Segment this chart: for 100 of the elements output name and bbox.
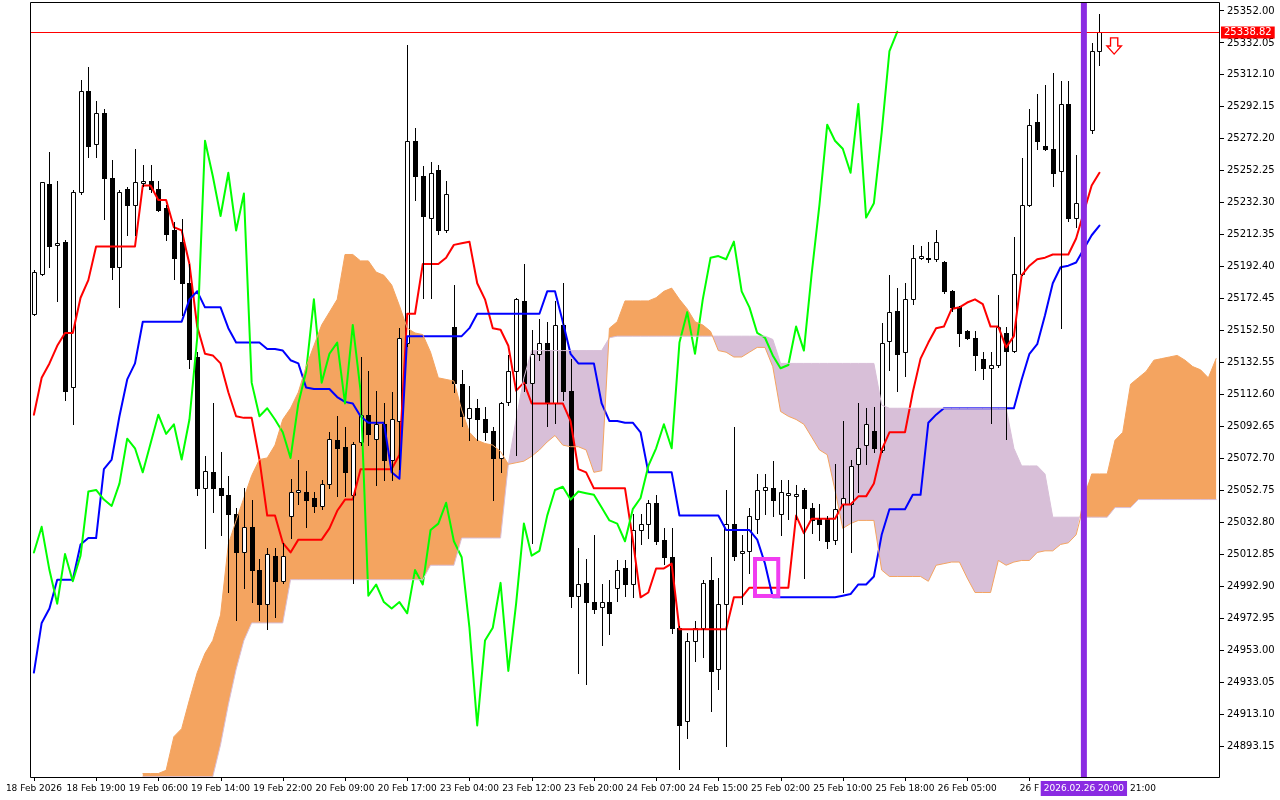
y-tick-label: 25152.50 — [1227, 324, 1275, 336]
candlestick — [841, 421, 846, 593]
y-tick-label: 24933.05 — [1227, 675, 1275, 687]
candlestick — [86, 67, 91, 158]
candlestick — [47, 152, 52, 268]
x-tick-label: 23 Feb 04:00 — [439, 783, 500, 794]
candlestick — [312, 492, 317, 513]
candlestick — [413, 128, 418, 201]
candlestick — [771, 461, 776, 517]
candlestick — [187, 264, 192, 369]
candlestick — [499, 403, 504, 473]
candlestick — [351, 444, 356, 584]
candlestick — [926, 242, 931, 263]
candlestick — [615, 560, 620, 602]
x-tick-label: 19 Feb 22:00 — [253, 783, 313, 794]
y-tick-label: 25292.15 — [1227, 100, 1275, 112]
candlestick — [172, 222, 177, 280]
x-tick-label: 26 F — [1019, 783, 1040, 794]
y-tick-label: 25132.55 — [1227, 356, 1275, 368]
candlestick — [779, 480, 784, 536]
x-tick-label: 25 Feb 02:00 — [751, 783, 811, 794]
ref-line-label: 25338.82 — [1224, 26, 1272, 38]
candlestick — [390, 392, 395, 481]
candlestick — [685, 633, 690, 739]
candlestick — [709, 557, 714, 712]
x-tick-label: 23 Feb 20:00 — [564, 783, 624, 794]
candlestick — [94, 101, 99, 158]
candlestick — [895, 288, 900, 392]
x-tick-label: 26 Feb 05:00 — [937, 783, 998, 794]
y-tick-label: 24913.10 — [1227, 707, 1275, 719]
candlestick — [786, 480, 791, 520]
y-tick-label: 25252.25 — [1227, 164, 1275, 176]
candlestick — [522, 264, 527, 392]
candlestick — [600, 584, 605, 646]
x-tick-label: 19 Feb 06:00 — [128, 783, 189, 794]
candlestick — [856, 403, 861, 493]
candlestick — [436, 165, 441, 235]
candlestick — [693, 621, 698, 662]
candlestick — [195, 352, 200, 496]
candlestick — [973, 331, 978, 371]
x-tick-label: 18 Feb 19:00 — [66, 783, 126, 794]
candlestick — [366, 371, 371, 446]
candlestick — [537, 319, 542, 361]
candlestick — [1020, 158, 1025, 275]
candlestick — [872, 407, 877, 453]
candlestick — [180, 219, 185, 316]
candlestick — [117, 192, 122, 308]
candlestick — [802, 490, 807, 579]
candlestick — [55, 181, 60, 302]
candlestick — [133, 149, 138, 236]
candlestick — [250, 500, 255, 603]
candlestick — [506, 355, 511, 406]
candlestick — [203, 456, 208, 549]
candlestick — [825, 516, 830, 549]
y-tick-label: 25092.65 — [1227, 420, 1275, 432]
candlestick — [257, 559, 262, 621]
candlestick — [849, 460, 854, 553]
y-tick-label: 25272.20 — [1227, 132, 1275, 144]
y-tick-label: 25072.70 — [1227, 452, 1275, 463]
candlestick — [911, 245, 916, 305]
x-tick-label: 20 Feb 09:00 — [315, 783, 375, 794]
candlestick — [747, 508, 752, 574]
candlestick — [63, 242, 68, 401]
candlestick — [343, 427, 348, 497]
candlestick — [514, 299, 519, 456]
candlestick — [981, 352, 986, 380]
candlestick — [102, 109, 107, 220]
candlestick — [265, 548, 270, 630]
candlestick — [327, 432, 332, 489]
candlestick — [607, 580, 612, 635]
candlestick — [320, 480, 325, 510]
candlestick — [1074, 155, 1079, 228]
candlestick — [755, 474, 760, 534]
candlestick — [1090, 43, 1095, 134]
candlestick — [1059, 81, 1064, 329]
y-tick-label: 25192.40 — [1227, 260, 1275, 272]
candlestick — [1043, 85, 1048, 150]
candlestick — [833, 464, 838, 545]
candlestick — [1051, 73, 1056, 187]
candlestick — [623, 560, 628, 597]
candlestick — [732, 427, 737, 561]
candlestick — [79, 80, 84, 193]
y-tick-label: 25172.45 — [1227, 292, 1275, 304]
candlestick — [957, 307, 962, 347]
x-tick-label: 25 Feb 10:00 — [813, 783, 873, 794]
y-tick-label: 24953.00 — [1227, 643, 1275, 655]
candlestick — [475, 399, 480, 441]
candlestick — [592, 535, 597, 614]
candlestick — [444, 181, 449, 231]
candlestick — [273, 548, 278, 618]
y-tick-label: 24972.95 — [1227, 611, 1275, 623]
candlestick — [880, 323, 885, 451]
y-tick-label: 25232.30 — [1227, 196, 1275, 208]
candlestick — [903, 283, 908, 377]
candlestick — [654, 495, 659, 545]
x-tick-label: 18 Feb 2026 — [5, 783, 63, 794]
x-tick-label: 19 Feb 14:00 — [191, 783, 251, 794]
candlestick — [304, 471, 309, 528]
candlestick — [1012, 237, 1017, 352]
candlestick — [942, 262, 947, 292]
